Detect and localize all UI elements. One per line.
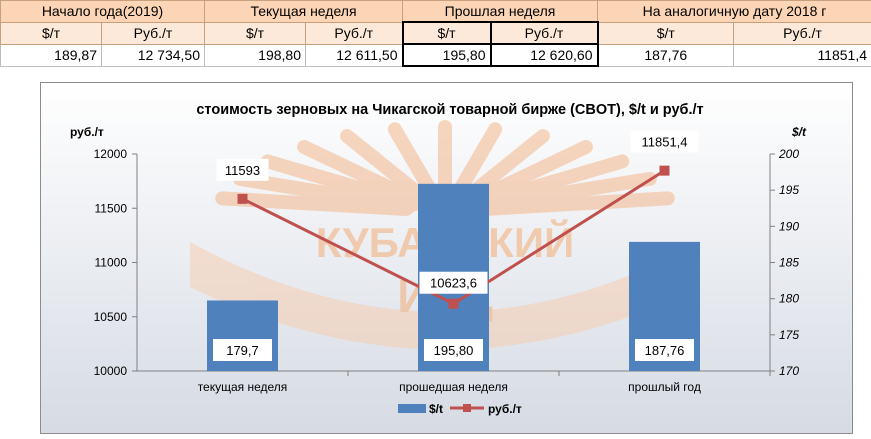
value-cell: 187,76 (598, 44, 734, 66)
value-cell: 11851,4 (734, 44, 871, 66)
y-right-tick-label: 175 (779, 328, 799, 342)
y-left-tick-label: 10500 (94, 310, 128, 324)
value-cell: 198,80 (205, 44, 306, 66)
unit-cell: Руб./т (102, 22, 205, 44)
group-header: Текущая неделя (205, 1, 403, 23)
y-right-tick-label: 185 (779, 256, 799, 270)
value-cell: 12 620,60 (491, 44, 598, 66)
y-left-axis-label: руб./т (70, 125, 104, 139)
y-right-axis-label: $/t (791, 125, 807, 139)
value-cell: 12 734,50 (102, 44, 205, 66)
unit-cell: Руб./т (491, 22, 598, 44)
bar-data-label: 195,80 (434, 343, 474, 358)
unit-cell: Руб./т (306, 22, 403, 44)
y-left-tick-label: 11000 (95, 256, 128, 270)
x-tick-label: текущая неделя (198, 380, 288, 394)
table-header-units: $/т Руб./т $/т Руб./т $/т Руб./т $/т Руб… (1, 22, 871, 44)
y-left-tick-label: 10000 (94, 364, 128, 378)
y-right-tick-label: 200 (778, 147, 799, 161)
chart-frame: КУБАНСКИЙИЗЦ стоимость зерновых на Чикаг… (40, 82, 853, 434)
price-table: Начало года(2019) Текущая неделя Прошлая… (0, 0, 871, 67)
line-marker (660, 166, 670, 176)
y-right-tick-label: 190 (779, 219, 799, 233)
legend-marker (463, 404, 471, 412)
group-header: Прошлая неделя (403, 1, 598, 23)
unit-cell: $/т (1, 22, 102, 44)
y-right-tick-label: 180 (779, 292, 799, 306)
line-data-label: 11851,4 (641, 135, 687, 150)
group-header: Начало года(2019) (1, 1, 205, 23)
x-tick-label: прошедшая неделя (399, 380, 508, 394)
legend-label-bars: $/t (429, 402, 443, 416)
table-header-groups: Начало года(2019) Текущая неделя Прошлая… (1, 1, 871, 23)
x-tick-label: прошлый год (628, 380, 701, 394)
y-left-tick-label: 12000 (94, 147, 128, 161)
unit-cell: Руб./т (734, 22, 871, 44)
line-data-label: 11593 (225, 163, 260, 178)
value-cell: 195,80 (403, 44, 491, 66)
line-data-label: 10623,6 (430, 276, 477, 291)
group-header: На аналогичную дату 2018 г (598, 1, 871, 23)
chart-title: стоимость зерновых на Чикагской товарной… (196, 102, 703, 118)
bar-data-label: 187,76 (645, 343, 685, 358)
bar-data-label: 179,7 (226, 343, 259, 358)
value-cell: 189,87 (1, 44, 102, 66)
legend-label-line: руб./т (488, 402, 522, 416)
combo-chart: КУБАНСКИЙИЗЦ стоимость зерновых на Чикаг… (40, 82, 853, 434)
line-marker (238, 194, 248, 204)
value-cell: 12 611,50 (306, 44, 403, 66)
legend-swatch-bars (398, 404, 426, 413)
unit-cell: $/т (403, 22, 491, 44)
y-right-tick-label: 170 (779, 364, 799, 378)
y-left-tick-label: 11500 (95, 201, 128, 215)
unit-cell: $/т (205, 22, 306, 44)
unit-cell: $/т (598, 22, 734, 44)
table-row: 189,87 12 734,50 198,80 12 611,50 195,80… (1, 44, 871, 66)
line-marker (449, 299, 459, 309)
y-right-tick-label: 195 (779, 183, 799, 197)
